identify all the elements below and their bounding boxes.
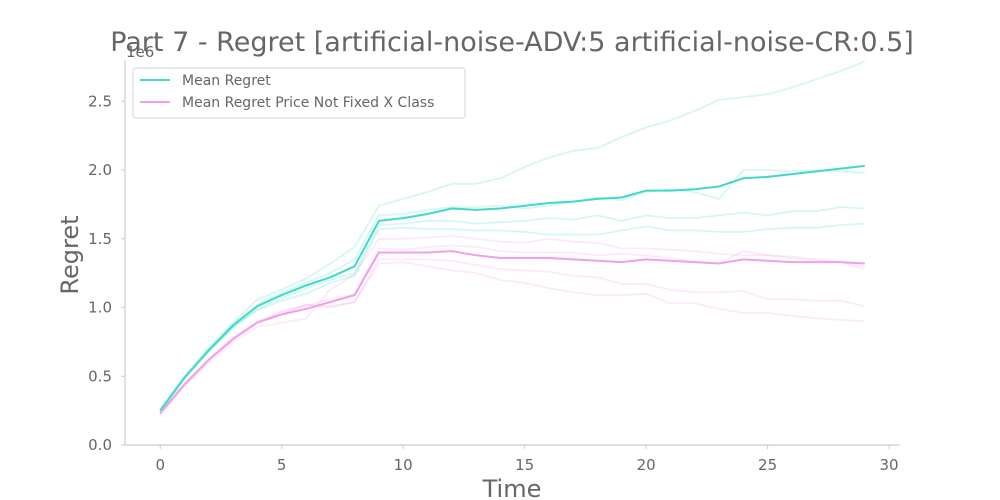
- y-tick-label: 0.0: [88, 436, 112, 454]
- individual-run-line: [159, 206, 865, 413]
- individual-run-line: [159, 235, 865, 416]
- y-tick-label: 0.5: [88, 367, 112, 385]
- y-axis-scale-label: 1e6: [126, 43, 154, 61]
- legend: Mean Regret Mean Regret Price Not Fixed X…: [132, 67, 466, 119]
- individual-run-line: [159, 261, 865, 414]
- x-tick-label: 15: [515, 456, 534, 474]
- y-axis-ticks: 0.0 0.5 1.0 1.5 2.0 2.5: [88, 92, 125, 454]
- x-tick-label: 5: [277, 456, 287, 474]
- x-axis-ticks: 0 5 10 15 20 25 30: [155, 445, 899, 474]
- legend-frame: [132, 67, 466, 119]
- y-tick-label: 2.5: [88, 92, 112, 110]
- y-axis-label: Regret: [56, 215, 84, 294]
- x-tick-label: 20: [637, 456, 656, 474]
- x-tick-label: 0: [155, 456, 165, 474]
- chart-title: Part 7 - Regret [artificial-noise-ADV:5 …: [110, 27, 914, 58]
- individual-run-line: [159, 60, 866, 410]
- x-tick-label: 30: [880, 456, 899, 474]
- x-tick-label: 25: [758, 456, 777, 474]
- individual-run-line: [159, 222, 865, 412]
- series-line-1: [159, 250, 865, 415]
- y-tick-label: 1.5: [88, 230, 112, 248]
- series-lines: [159, 164, 865, 415]
- y-tick-label: 2.0: [88, 161, 112, 179]
- legend-label-1: Mean Regret Price Not Fixed X Class: [182, 95, 434, 111]
- y-tick-label: 1.0: [88, 299, 112, 317]
- series-line-0: [159, 164, 865, 412]
- individual-run-line: [159, 244, 866, 414]
- x-axis-label: Time: [482, 475, 542, 500]
- x-tick-label: 10: [394, 456, 413, 474]
- individual-run-line: [159, 169, 865, 412]
- legend-label-0: Mean Regret: [182, 73, 271, 89]
